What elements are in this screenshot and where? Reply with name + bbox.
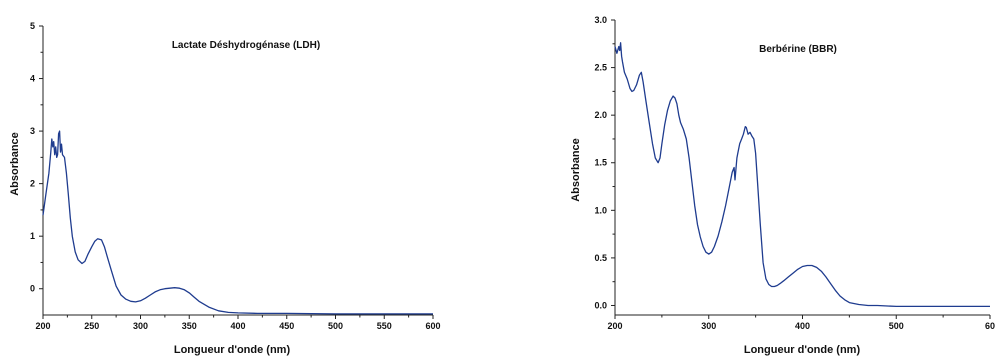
x-tick-label: 250 (84, 321, 99, 331)
y-axis-label: Absorbance (570, 138, 582, 202)
chart-title: Berbérine (BBR) (759, 44, 837, 55)
x-tick-label: 600 (425, 321, 440, 331)
y-tick-label: 1.0 (594, 205, 607, 215)
series-line (614, 42, 990, 308)
chart-ldh: Lactate Déshydrogénase (LDH) Longueur d'… (9, 21, 441, 356)
y-tick-label: 3.0 (594, 15, 607, 25)
chart-title: Lactate Déshydrogénase (LDH) (172, 40, 320, 51)
series-line (42, 130, 433, 315)
x-tick-label: 500 (328, 321, 343, 331)
y-tick-label: 2.0 (594, 110, 607, 120)
x-tick-label: 350 (182, 321, 197, 331)
y-tick-label: 3 (30, 126, 35, 136)
y-tick-label: 2.5 (594, 63, 607, 73)
x-axis-label: Longueur d'onde (nm) (744, 344, 861, 356)
y-tick-label: 1.5 (594, 158, 607, 168)
x-tick-label: 300 (133, 321, 148, 331)
y-tick-label: 0 (30, 284, 35, 294)
x-tick-label: 60 (985, 321, 995, 331)
y-tick-label: 5 (30, 21, 35, 31)
y-tick-label: 0.5 (594, 253, 607, 263)
y-tick-label: 4 (30, 74, 35, 84)
x-tick-label: 400 (230, 321, 245, 331)
x-tick-label: 200 (35, 321, 50, 331)
x-tick-label: 550 (377, 321, 392, 331)
y-tick-label: 0.0 (594, 300, 607, 310)
y-axis-label: Absorbance (9, 132, 21, 196)
x-tick-label: 400 (795, 321, 810, 331)
x-tick-label: 500 (889, 321, 904, 331)
x-tick-label: 200 (607, 321, 622, 331)
x-tick-label: 300 (701, 321, 716, 331)
y-tick-label: 1 (30, 231, 35, 241)
y-tick-label: 2 (30, 179, 35, 189)
x-axis-label: Longueur d'onde (nm) (174, 344, 291, 356)
x-tick-label: 450 (279, 321, 294, 331)
chart-bbr: Berbérine (BBR) Longueur d'onde (nm) Abs… (570, 15, 995, 356)
